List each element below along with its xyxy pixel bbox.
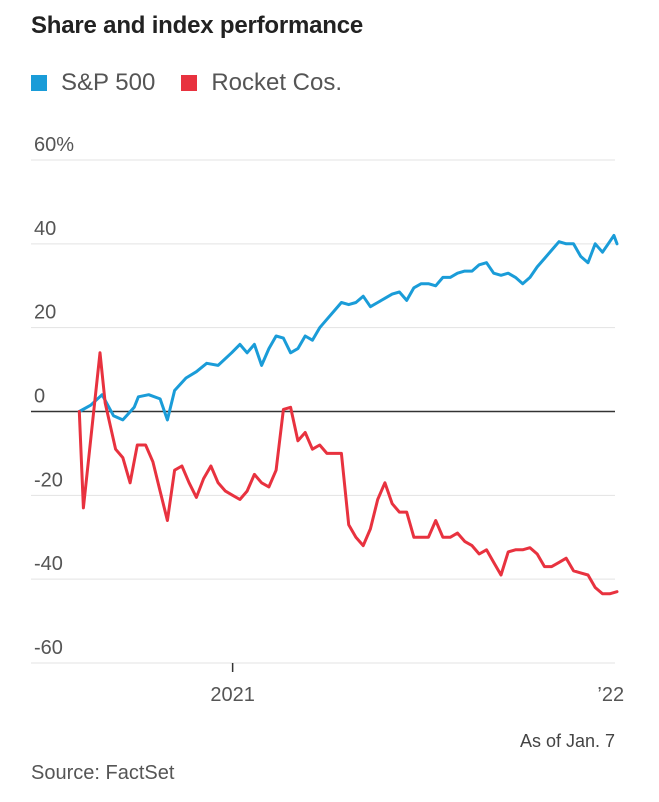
legend: S&P 500 Rocket Cos. xyxy=(31,68,368,98)
x-tick-label: ’22 xyxy=(597,684,624,706)
source-note: Source: FactSet xyxy=(31,762,175,784)
y-tick-label: 60% xyxy=(34,134,74,156)
legend-swatch-sp500 xyxy=(31,75,47,91)
chart-title: Share and index performance xyxy=(31,12,364,39)
x-tick-label: 2021 xyxy=(210,684,255,706)
legend-label-rocket: Rocket Cos. xyxy=(211,69,343,96)
y-tick-label: 40 xyxy=(34,218,56,240)
legend-item-sp500: S&P 500 xyxy=(31,69,155,97)
y-tick-label: 0 xyxy=(34,386,45,408)
series-line-rocket xyxy=(77,351,619,596)
y-tick-label: 20 xyxy=(34,302,56,324)
y-tick-label: -60 xyxy=(34,637,63,659)
series-line-sp500 xyxy=(77,233,619,422)
as-of-note: As of Jan. 7 xyxy=(519,731,615,751)
legend-swatch-rocket xyxy=(181,75,198,91)
y-tick-label: -20 xyxy=(34,469,63,491)
y-tick-label: -40 xyxy=(34,553,63,575)
legend-label-sp500: S&P 500 xyxy=(61,69,156,96)
legend-item-rocket: Rocket Cos. xyxy=(181,69,342,97)
